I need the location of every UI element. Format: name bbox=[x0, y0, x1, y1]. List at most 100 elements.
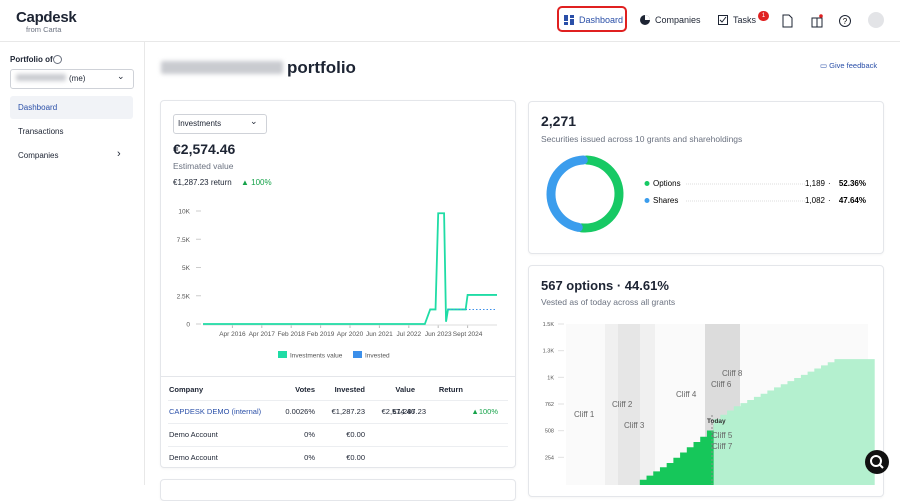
table-cell: Company bbox=[169, 385, 204, 394]
search-button[interactable] bbox=[865, 450, 889, 474]
row-divider bbox=[168, 400, 508, 401]
dashboard-icon bbox=[564, 15, 574, 25]
blurred-name bbox=[16, 74, 66, 81]
legend-label: Investments value bbox=[290, 353, 343, 360]
investments-chart: 0 2.5K 5K 7.5K 10K Apr 2016 Apr 2017 Feb 2018 Fe… bbox=[177, 209, 497, 360]
row-divider bbox=[168, 423, 508, 424]
avatar[interactable] bbox=[868, 12, 884, 28]
line-series bbox=[203, 212, 497, 325]
dropdown-text[interactable]: Investments bbox=[178, 119, 222, 128]
cliff-label: Cliff 4 bbox=[676, 390, 697, 399]
chevron-right: › bbox=[117, 148, 121, 160]
tasks-badge: 1 bbox=[758, 11, 769, 21]
portfolio-label: Portfolio of bbox=[10, 55, 53, 64]
x-tick-label: Jun 2023 bbox=[425, 331, 452, 338]
cliff-label: Cliff 8 bbox=[722, 369, 743, 378]
investments-table: Company Votes Invested Value Return CAPDESK D… bbox=[160, 376, 515, 467]
x-tick-label: Feb 2018 bbox=[277, 331, 305, 338]
table-cell: 0.0026% bbox=[285, 407, 315, 416]
search-icon bbox=[870, 455, 884, 469]
logo-sub: from Carta bbox=[26, 25, 62, 34]
x-tick-label: Apr 2016 bbox=[219, 331, 246, 338]
cliff-label: Cliff 7 bbox=[712, 442, 733, 451]
table-cell: €1,287.23 bbox=[331, 407, 365, 416]
give-feedback[interactable]: ▭ Give feedback bbox=[820, 61, 878, 70]
table-cell: CAPDESK DEMO (internal) bbox=[169, 407, 262, 416]
x-tick-label: Jun 2021 bbox=[366, 331, 393, 338]
nav-dashboard[interactable]: Dashboard bbox=[579, 15, 624, 25]
svg-text:?: ? bbox=[843, 17, 848, 26]
legend-dot bbox=[644, 198, 650, 203]
legend-swatch bbox=[278, 351, 287, 358]
active-nav-outline bbox=[557, 6, 627, 32]
percent-label: 47.64% bbox=[839, 196, 866, 205]
y-tick-label: 762 bbox=[545, 402, 554, 408]
separator: · bbox=[828, 179, 831, 188]
vesting-area bbox=[713, 359, 875, 485]
y-tick-label: 1.3K bbox=[543, 349, 555, 355]
side-nav-dashboard[interactable]: Dashboard bbox=[18, 103, 58, 112]
legend-label: Shares bbox=[653, 196, 678, 205]
table-cell: €0.00 bbox=[346, 430, 365, 439]
separator: · bbox=[828, 196, 831, 205]
table-cell: Invested bbox=[334, 385, 365, 394]
estimated-value: €2,574.46 bbox=[173, 141, 236, 157]
dropdown[interactable] bbox=[173, 114, 267, 134]
table-cell: 0% bbox=[304, 430, 315, 439]
legend-dot bbox=[644, 181, 650, 186]
cliff-label: Cliff 3 bbox=[624, 421, 645, 430]
vesting-title: 567 options · 44.61% bbox=[541, 278, 669, 293]
securities-chart: Options 1,189 · 52.36% Shares 1,082 · 47.64% bbox=[546, 155, 866, 233]
investments-card bbox=[160, 100, 516, 468]
y-tick-label: 0 bbox=[186, 322, 190, 329]
nav-tasks[interactable]: Tasks bbox=[733, 15, 757, 25]
x-tick-label: Apr 2017 bbox=[249, 331, 276, 338]
portfolio-select[interactable] bbox=[10, 69, 134, 89]
dropdown-chevron: ⌄ bbox=[250, 116, 258, 126]
top-bar bbox=[0, 0, 900, 42]
info-icon bbox=[53, 55, 62, 64]
table-cell: Demo Account bbox=[169, 430, 218, 439]
side-nav-transactions[interactable]: Transactions bbox=[18, 127, 64, 136]
table-cell: Votes bbox=[295, 385, 315, 394]
nav-companies[interactable]: Companies bbox=[655, 15, 701, 25]
cliff-label: Cliff 6 bbox=[711, 380, 732, 389]
table-cell: €1,287.23 bbox=[392, 407, 426, 416]
owner-suffix: (me) bbox=[69, 74, 86, 83]
y-tick-label: 2.5K bbox=[177, 293, 191, 300]
table-cell: Value bbox=[395, 385, 415, 394]
blurred-owner bbox=[161, 61, 283, 74]
x-tick-label: Jul 2022 bbox=[397, 331, 422, 338]
x-tick-label: Apr 2020 bbox=[337, 331, 364, 338]
header-icons: ? bbox=[782, 14, 851, 28]
donut-segment bbox=[577, 155, 624, 233]
cliff-label: Cliff 2 bbox=[612, 400, 633, 409]
nav-active-bg bbox=[10, 96, 133, 119]
x-tick-label: Sept 2024 bbox=[453, 331, 483, 338]
value-label: 1,082 bbox=[805, 196, 826, 205]
x-tick-label: Feb 2019 bbox=[307, 331, 335, 338]
return-pct: ▲ 100% bbox=[241, 178, 272, 187]
cliff-band bbox=[618, 324, 640, 485]
logo[interactable]: Capdesk bbox=[16, 9, 77, 26]
y-tick-label: 5K bbox=[182, 265, 191, 272]
table-cell: €0.00 bbox=[346, 453, 365, 462]
legend-label: Options bbox=[653, 179, 681, 188]
y-tick-label: 7.5K bbox=[177, 237, 191, 244]
cliff-label: Cliff 1 bbox=[574, 410, 595, 419]
legend-label: Invested bbox=[365, 353, 390, 360]
today-label: Today bbox=[707, 418, 726, 425]
return: €1,287.23 return bbox=[173, 178, 232, 187]
next-card bbox=[160, 479, 516, 501]
vesting-chart: 254 508 762 1K 1.3K 1.5K Today Cliff 1 Cliff 2 Cl… bbox=[543, 322, 875, 485]
percent-label: 52.36% bbox=[839, 179, 866, 188]
y-tick-label: 1.5K bbox=[543, 322, 555, 328]
side-nav-companies[interactable]: Companies bbox=[18, 151, 59, 160]
tasks-icon bbox=[718, 15, 728, 25]
feedback-text[interactable]: Give feedback bbox=[829, 61, 878, 70]
y-tick-label: 254 bbox=[545, 455, 554, 461]
y-tick-label: 10K bbox=[178, 209, 190, 216]
y-tick-label: 508 bbox=[545, 429, 554, 435]
y-tick-label: 1K bbox=[547, 375, 554, 381]
